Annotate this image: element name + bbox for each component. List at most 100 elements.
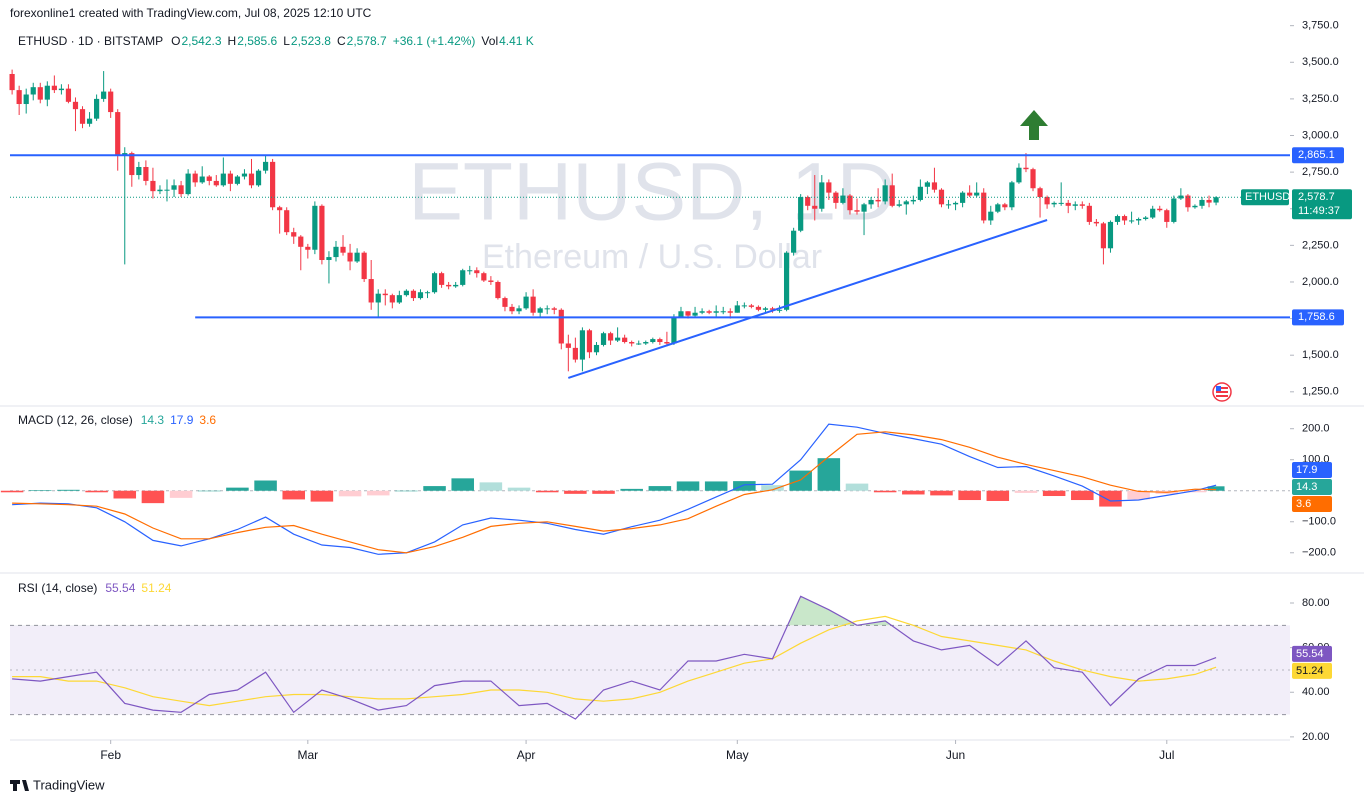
footer-text: TradingView — [33, 777, 105, 792]
rsi-band-fill — [10, 625, 1290, 715]
candle-body — [917, 186, 923, 200]
candle-body — [678, 311, 684, 318]
level-tag-box — [1292, 309, 1344, 326]
candle-body — [847, 195, 853, 211]
candle-body — [115, 112, 121, 155]
histogram-bar — [704, 481, 728, 491]
candle-body — [255, 170, 262, 186]
candle-body — [467, 270, 473, 272]
y-tick-label: 3,000.0 — [1302, 129, 1339, 141]
candle-body — [586, 330, 593, 353]
candle-body — [417, 292, 424, 299]
value-tag-label: 3.6 — [1296, 498, 1311, 510]
candle-body — [882, 185, 888, 202]
candle-body — [277, 207, 283, 211]
histogram-bar — [479, 482, 503, 491]
indicator-title: RSI (14, close) — [18, 581, 97, 595]
histogram-bar — [113, 490, 137, 499]
histogram-bar — [620, 488, 643, 491]
level-tag: 1,758.6 — [1292, 309, 1344, 326]
histogram-bar — [535, 490, 559, 493]
candle-body — [488, 280, 494, 282]
value-tag-box — [1292, 662, 1332, 679]
level-tag-label: 1,758.6 — [1298, 311, 1335, 323]
y-tick-label: 3,750.0 — [1302, 20, 1339, 32]
candle-body — [164, 189, 170, 191]
legend-key: H — [228, 34, 237, 48]
level-tag-box — [1292, 147, 1344, 164]
histogram-bar — [1183, 490, 1207, 493]
histogram-bar — [902, 490, 925, 495]
candle-body — [171, 185, 177, 190]
candle-body — [854, 210, 860, 212]
candle-body — [805, 197, 811, 206]
candle-body — [791, 230, 797, 253]
candle-body — [192, 173, 198, 183]
candle-body — [178, 185, 184, 195]
candle-body — [748, 305, 754, 307]
candle-body — [368, 279, 374, 303]
candle-body — [206, 176, 212, 181]
candle-body — [938, 189, 945, 205]
indicator-value: 55.54 — [105, 581, 135, 595]
candle-body — [382, 293, 388, 296]
candle-body — [600, 333, 607, 345]
candle-body — [58, 88, 64, 91]
candle-body — [1002, 204, 1008, 208]
candle-body — [523, 296, 529, 309]
price-tag-label: 2,578.7 — [1298, 191, 1335, 203]
indicator-value: 17.9 — [170, 413, 194, 427]
x-tick-label: Jun — [946, 748, 965, 762]
value-tag-label: 55.54 — [1296, 648, 1324, 660]
candle-body — [319, 205, 325, 261]
candle-body — [924, 182, 931, 187]
candle-body — [291, 232, 297, 237]
candle-body — [410, 290, 417, 299]
candle-body — [65, 88, 72, 102]
candle-body — [572, 347, 578, 360]
y-tick-label: −200.0 — [1302, 547, 1336, 559]
histogram-bar — [817, 458, 841, 491]
candle-body — [1086, 205, 1092, 222]
candle-body — [1009, 182, 1015, 208]
candle-body — [1199, 199, 1205, 206]
candle-body — [108, 91, 114, 113]
candle-body — [199, 176, 205, 183]
candle-body — [1030, 169, 1036, 189]
candle-body — [826, 182, 832, 193]
candle-body — [945, 204, 952, 206]
y-tick-label: 40.00 — [1302, 686, 1330, 698]
candle-body — [558, 309, 564, 344]
candle-body — [79, 109, 86, 124]
candle-body — [952, 202, 959, 205]
candle-body — [755, 306, 762, 310]
candle-body — [579, 330, 586, 360]
histogram-bar — [564, 490, 587, 494]
candle-body — [889, 185, 895, 206]
candle-body — [664, 342, 670, 344]
candle-body — [615, 337, 621, 341]
y-tick-label: 1,500.0 — [1302, 349, 1339, 361]
candle-body — [544, 308, 550, 310]
histogram-bar — [1042, 490, 1066, 497]
candle-body — [565, 343, 571, 348]
value-tag-box — [1292, 645, 1332, 662]
candle-body — [150, 180, 156, 192]
histogram-bar — [761, 485, 784, 491]
candle-body — [312, 205, 318, 250]
histogram-bar — [648, 486, 672, 491]
candle-body — [1206, 199, 1212, 203]
candle-body — [551, 308, 557, 310]
watermark-subtitle: Ethereum / U.S. Dollar — [482, 238, 822, 276]
candle-body — [1093, 221, 1099, 224]
histogram-bar — [141, 490, 165, 504]
candle-body — [657, 339, 663, 343]
value-tag-label: 14.3 — [1296, 481, 1317, 493]
candle-body — [671, 317, 677, 344]
candle-body — [157, 189, 163, 192]
histogram-bar — [282, 490, 306, 500]
value-tag: 3.6 — [1292, 496, 1332, 513]
value-tag-label: 51.24 — [1296, 665, 1324, 677]
indicator-value: 3.6 — [199, 413, 216, 427]
